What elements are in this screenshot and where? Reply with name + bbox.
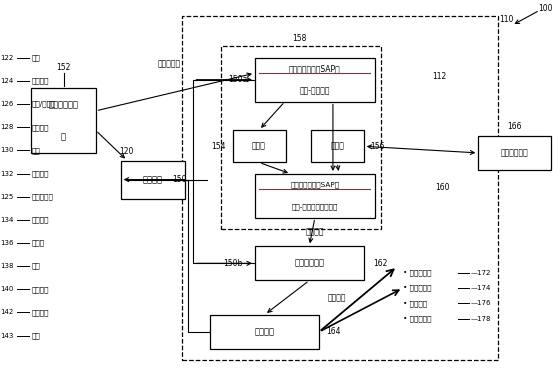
Text: 128: 128 — [1, 124, 14, 130]
Text: 164: 164 — [326, 327, 340, 336]
Text: 162: 162 — [374, 259, 388, 268]
Text: —178: —178 — [471, 316, 492, 322]
Text: 132: 132 — [1, 170, 14, 176]
Text: • 推力命令: • 推力命令 — [403, 300, 427, 307]
Text: 150a: 150a — [228, 75, 248, 84]
Text: 150: 150 — [172, 175, 186, 184]
Bar — [121, 160, 185, 199]
Text: 失速退用保護（SAP）: 失速退用保護（SAP） — [289, 64, 341, 73]
Text: 積冰狀態: 積冰狀態 — [31, 124, 49, 131]
Text: 160: 160 — [435, 183, 449, 192]
Text: 152: 152 — [57, 63, 71, 72]
Text: • 擾流板命令: • 擾流板命令 — [403, 315, 431, 322]
Text: 112: 112 — [432, 72, 446, 81]
Bar — [255, 246, 364, 280]
Text: 空速/馬赫數: 空速/馬赫數 — [31, 101, 56, 107]
Text: 存儲器: 存儲器 — [330, 142, 344, 151]
Text: • 穩定翼命令: • 穩定翼命令 — [403, 285, 431, 291]
Bar — [311, 130, 364, 162]
Text: 飛機響應: 飛機響應 — [255, 327, 274, 336]
Text: 推力: 推力 — [31, 147, 40, 154]
Text: 擋位位置: 擋位位置 — [31, 170, 49, 177]
Text: 飛行員控制輸: 飛行員控制輸 — [49, 100, 78, 109]
Text: 150b: 150b — [223, 259, 242, 268]
Text: 130: 130 — [1, 147, 14, 154]
Text: 入: 入 — [61, 132, 66, 141]
Text: 166: 166 — [507, 122, 522, 131]
Text: 110: 110 — [499, 15, 514, 24]
Text: 156: 156 — [371, 142, 385, 151]
Text: 142: 142 — [1, 309, 14, 316]
Text: 攻角: 攻角 — [31, 55, 40, 61]
Text: 功能-激活邏輯: 功能-激活邏輯 — [300, 86, 330, 95]
Text: 重心: 重心 — [31, 263, 40, 269]
Text: 134: 134 — [1, 217, 14, 223]
Text: 138: 138 — [1, 263, 14, 269]
Text: 125: 125 — [1, 194, 14, 200]
Text: • 升降舵命令: • 升降舵命令 — [403, 270, 431, 276]
Bar — [232, 130, 286, 162]
Text: 126: 126 — [1, 101, 14, 107]
Text: 154: 154 — [211, 142, 226, 151]
Bar — [182, 16, 498, 360]
Text: 衛停速率: 衛停速率 — [31, 286, 49, 293]
Bar — [255, 174, 375, 218]
Text: 136: 136 — [1, 240, 14, 246]
Bar — [255, 58, 375, 102]
Bar — [221, 46, 381, 229]
Bar — [31, 88, 96, 153]
Text: 功能-攻角界限選擇邏輯: 功能-攻角界限選擇邏輯 — [292, 203, 338, 210]
Text: 124: 124 — [1, 78, 14, 84]
Bar — [478, 136, 551, 170]
Text: —176: —176 — [471, 300, 492, 306]
Text: 攻角速率: 攻角速率 — [31, 309, 49, 316]
Text: 海拔: 海拔 — [31, 332, 40, 339]
Text: 攻角控制法則: 攻角控制法則 — [295, 259, 324, 268]
Text: 122: 122 — [1, 55, 14, 61]
Text: 120: 120 — [119, 147, 134, 155]
Text: 143: 143 — [1, 333, 14, 338]
Text: 總重量: 總重量 — [31, 240, 45, 246]
Text: 減速板位置: 減速板位置 — [31, 193, 53, 200]
Text: 攻角界限: 攻角界限 — [306, 227, 324, 236]
Text: 地形防撞系統: 地形防撞系統 — [501, 149, 529, 157]
Text: —172: —172 — [471, 270, 492, 276]
Bar — [210, 315, 319, 349]
Text: —174: —174 — [471, 285, 492, 291]
Text: 失速退用保護（SAP）: 失速退用保護（SAP） — [290, 181, 339, 188]
Text: 140: 140 — [1, 286, 14, 292]
Text: 飛機狀態: 飛機狀態 — [143, 175, 163, 184]
Text: 柱或桿輸入: 柱或桿輸入 — [158, 59, 181, 68]
Text: 100: 100 — [538, 4, 553, 13]
Text: 襟翼位置: 襟翼位置 — [31, 78, 49, 84]
Text: 縱向命令: 縱向命令 — [328, 293, 347, 302]
Text: 處理器: 處理器 — [252, 142, 266, 151]
Text: 158: 158 — [292, 34, 307, 43]
Text: 負荷系數: 負荷系數 — [31, 217, 49, 223]
